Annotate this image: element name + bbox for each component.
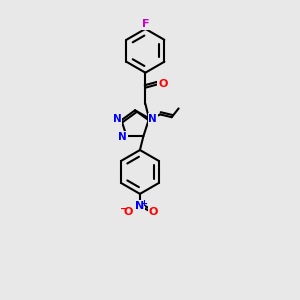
Text: S: S [149, 115, 158, 125]
Text: N: N [135, 201, 145, 211]
Text: N: N [148, 114, 157, 124]
Text: +: + [140, 199, 147, 208]
Text: −: − [120, 204, 128, 214]
Text: N: N [113, 114, 122, 124]
Text: O: O [148, 207, 158, 217]
Text: O: O [158, 79, 167, 89]
Text: N: N [118, 132, 127, 142]
Text: O: O [123, 207, 133, 217]
Text: F: F [142, 19, 149, 29]
